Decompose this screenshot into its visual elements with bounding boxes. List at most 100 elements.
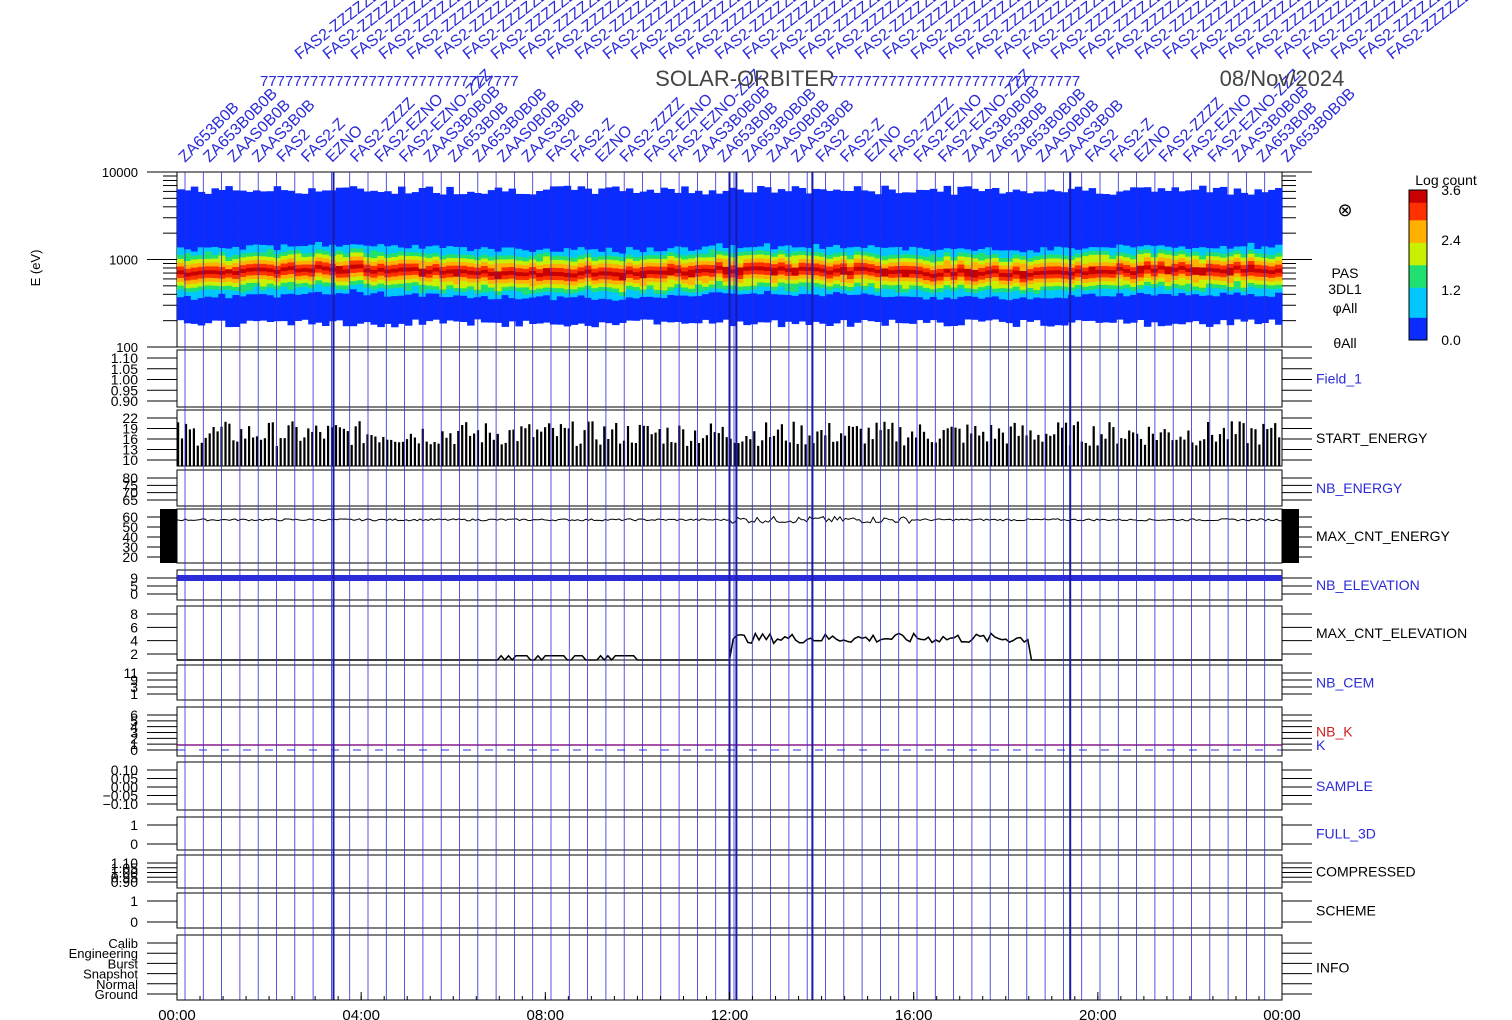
spectrogram-cell — [197, 250, 206, 256]
spectrogram-cell — [688, 284, 696, 289]
spectrogram-cell — [722, 247, 731, 252]
spectrogram-cell — [888, 315, 896, 320]
spectrogram-cell — [881, 312, 889, 318]
spectrogram-cell — [971, 269, 979, 274]
spectrogram-cell — [246, 237, 254, 242]
spectrogram-cell — [508, 266, 516, 271]
spectrogram-cell — [515, 263, 523, 269]
spectrogram-cell — [294, 249, 302, 254]
spectrogram-cell — [246, 274, 254, 280]
spectrogram-cell — [798, 258, 807, 263]
spectrogram-cell — [204, 318, 213, 324]
spectrogram-cell — [777, 201, 786, 206]
spectrogram-cell — [418, 236, 427, 241]
spectrogram-cell — [1095, 261, 1103, 267]
spectrogram-cell — [681, 210, 689, 216]
spectrogram-cell — [646, 231, 655, 236]
spectrogram-cell — [860, 311, 869, 317]
spectrogram-cell — [674, 230, 682, 236]
spectrogram-cell — [253, 217, 261, 222]
spectrogram-cell — [826, 198, 834, 204]
spectrogram-cell — [1019, 195, 1028, 200]
spectrogram-cell — [950, 294, 958, 300]
spectrogram-cell — [777, 245, 786, 251]
spectrogram-cell — [729, 293, 737, 298]
spectrogram-cell — [867, 248, 876, 253]
spectrogram-cell — [467, 285, 475, 291]
spectrogram-cell — [404, 251, 413, 256]
spectrogram-cell — [190, 198, 199, 204]
spectrogram-cell — [750, 273, 758, 278]
spectrogram-cell — [384, 268, 392, 274]
spectrogram-cell — [439, 292, 447, 298]
spectrogram-cell — [950, 233, 958, 238]
spectrogram-cell — [777, 205, 786, 210]
spectrogram-cell — [722, 300, 731, 305]
spectrogram-cell — [770, 237, 779, 242]
spectrogram-cell — [1102, 194, 1110, 199]
spectrogram-cell — [232, 206, 240, 211]
spectrogram-cell — [639, 307, 648, 312]
spectrogram-cell — [826, 194, 834, 200]
spectrogram-cell — [584, 313, 592, 318]
spectrogram-cell — [743, 293, 751, 298]
spectrogram-cell — [439, 205, 447, 211]
spectrogram-cell — [736, 235, 744, 241]
spectrogram-cell — [853, 318, 862, 323]
spectrogram-cell — [888, 204, 896, 210]
spectrogram-cell — [1047, 237, 1055, 243]
spectrogram-cell — [280, 282, 289, 287]
spectrogram-cell — [460, 265, 468, 270]
spectrogram-cell — [439, 202, 447, 207]
spectrogram-cell — [985, 246, 993, 252]
spectrogram-cell — [936, 214, 945, 220]
spectrogram-cell — [715, 310, 724, 315]
spectrogram-cell — [1054, 254, 1062, 259]
spectrogram-cell — [619, 210, 627, 215]
spectrogram-cell — [363, 248, 371, 254]
spectrogram-cell — [625, 277, 634, 282]
spectrogram-cell — [370, 308, 378, 313]
spectrogram-cell — [197, 203, 206, 209]
spectrogram-cell — [273, 253, 282, 258]
spectrogram-cell — [1026, 245, 1034, 251]
spectrogram-cell — [239, 268, 247, 273]
spectrogram-cell — [432, 311, 440, 316]
spectrogram-cell — [826, 250, 834, 255]
spectrogram-cell — [916, 254, 924, 260]
spectrogram-cell — [370, 234, 378, 239]
spectrogram-cell — [867, 305, 876, 310]
spectrogram-cell — [971, 234, 979, 240]
spectrogram-cell — [667, 216, 675, 221]
spectrogram-cell — [791, 210, 800, 215]
spectrogram-cell — [667, 243, 675, 249]
spectrogram-cell — [646, 250, 655, 255]
spectrogram-cell — [356, 311, 365, 316]
spectrogram-cell — [515, 240, 523, 245]
spectrogram-cell — [667, 286, 675, 292]
spectrogram-cell — [833, 271, 841, 277]
spectrogram-cell — [846, 322, 855, 327]
spectrogram-cell — [1012, 266, 1021, 271]
spectrogram-cell — [902, 292, 910, 297]
spectrogram-cell — [1005, 238, 1014, 243]
spectrogram-cell — [522, 301, 530, 306]
spectrogram-cell — [584, 192, 592, 198]
spectrogram-cell — [688, 200, 696, 206]
spectrogram-cell — [729, 252, 737, 258]
spectrogram-cell — [384, 214, 392, 219]
spectrogram-cell — [1074, 249, 1083, 254]
spectrogram-cell — [1047, 289, 1055, 295]
spectrogram-cell — [1005, 196, 1014, 201]
spectrogram-cell — [480, 197, 489, 202]
spectrogram-cell — [225, 277, 233, 282]
spectrogram-cell — [584, 289, 592, 294]
spectrogram-cell — [487, 310, 496, 315]
spectrogram-cell — [922, 271, 931, 277]
spectrogram-cell — [239, 217, 247, 223]
spectrogram-cell — [543, 189, 551, 195]
spectrogram-cell — [391, 260, 399, 265]
spectrogram-cell — [667, 224, 675, 229]
spectrogram-cell — [639, 202, 648, 208]
spectrogram-cell — [985, 208, 993, 213]
